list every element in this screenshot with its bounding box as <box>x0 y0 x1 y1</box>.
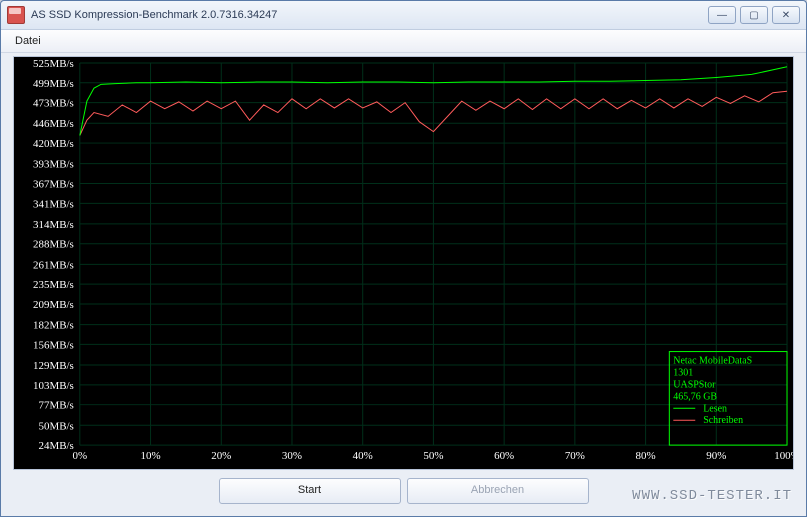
svg-text:30%: 30% <box>282 450 302 462</box>
svg-text:77MB/s: 77MB/s <box>39 400 74 412</box>
svg-text:40%: 40% <box>353 450 373 462</box>
svg-text:50%: 50% <box>423 450 443 462</box>
svg-text:Netac MobileDataS: Netac MobileDataS <box>673 356 752 367</box>
window-controls: — ▢ ✕ <box>708 6 800 24</box>
svg-text:Schreiben: Schreiben <box>703 415 743 426</box>
svg-text:235MB/s: 235MB/s <box>33 279 74 291</box>
svg-text:367MB/s: 367MB/s <box>33 178 74 190</box>
app-icon <box>7 6 25 24</box>
svg-text:473MB/s: 473MB/s <box>33 98 74 110</box>
svg-text:24MB/s: 24MB/s <box>39 440 74 452</box>
svg-text:100%: 100% <box>774 450 793 462</box>
svg-text:525MB/s: 525MB/s <box>33 58 74 70</box>
menubar: Datei <box>1 30 806 53</box>
svg-text:314MB/s: 314MB/s <box>33 219 74 231</box>
chart-area: 525MB/s 499MB/s 473MB/s 446MB/s 420MB/s 393MB… <box>13 56 794 470</box>
svg-text:129MB/s: 129MB/s <box>33 360 74 372</box>
svg-text:60%: 60% <box>494 450 514 462</box>
svg-text:182MB/s: 182MB/s <box>33 320 74 332</box>
app-window: AS SSD Kompression-Benchmark 2.0.7316.34… <box>0 0 807 517</box>
svg-text:288MB/s: 288MB/s <box>33 239 74 251</box>
benchmark-chart: 525MB/s 499MB/s 473MB/s 446MB/s 420MB/s 393MB… <box>14 57 793 469</box>
svg-text:209MB/s: 209MB/s <box>33 299 74 311</box>
maximize-button[interactable]: ▢ <box>740 6 768 24</box>
svg-text:20%: 20% <box>211 450 231 462</box>
svg-text:90%: 90% <box>706 450 726 462</box>
minimize-button[interactable]: — <box>708 6 736 24</box>
svg-text:156MB/s: 156MB/s <box>33 339 74 351</box>
svg-text:341MB/s: 341MB/s <box>33 198 74 210</box>
svg-text:Lesen: Lesen <box>703 403 727 414</box>
window-title: AS SSD Kompression-Benchmark 2.0.7316.34… <box>31 9 708 21</box>
svg-text:70%: 70% <box>565 450 585 462</box>
menu-file[interactable]: Datei <box>9 33 47 49</box>
svg-text:50MB/s: 50MB/s <box>39 420 74 432</box>
svg-text:261MB/s: 261MB/s <box>33 259 74 271</box>
svg-text:0%: 0% <box>73 450 88 462</box>
svg-text:446MB/s: 446MB/s <box>33 118 74 130</box>
svg-text:499MB/s: 499MB/s <box>33 78 74 90</box>
svg-text:UASPStor: UASPStor <box>673 379 716 390</box>
watermark: WWW.SSD-TESTER.IT <box>632 488 792 504</box>
svg-text:420MB/s: 420MB/s <box>33 138 74 150</box>
svg-text:103MB/s: 103MB/s <box>33 380 74 392</box>
svg-text:393MB/s: 393MB/s <box>33 159 74 171</box>
svg-text:80%: 80% <box>636 450 656 462</box>
start-button[interactable]: Start <box>219 478 401 504</box>
svg-text:1301: 1301 <box>673 367 693 378</box>
titlebar[interactable]: AS SSD Kompression-Benchmark 2.0.7316.34… <box>1 1 806 30</box>
abort-button[interactable]: Abbrechen <box>407 478 589 504</box>
svg-text:465,76 GB: 465,76 GB <box>673 391 717 402</box>
close-button[interactable]: ✕ <box>772 6 800 24</box>
svg-text:10%: 10% <box>141 450 161 462</box>
